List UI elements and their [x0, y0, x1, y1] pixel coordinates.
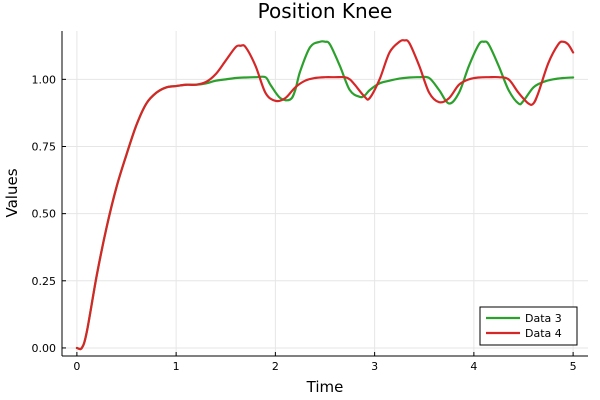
legend-box [479, 306, 578, 346]
chart-title: Position Knee [258, 0, 393, 23]
y-axis-label: Values [3, 168, 21, 217]
x-tick-label: 5 [570, 360, 577, 373]
y-tick-label: 1.00 [32, 73, 57, 86]
x-tick-label: 3 [371, 360, 378, 373]
axes-layer [61, 31, 588, 357]
legend-label-data-4: Data 4 [525, 327, 562, 340]
ticks-layer: 0 1 2 3 4 5 0.00 0.25 0.50 0.75 1.00 [32, 73, 577, 373]
series-layer [75, 39, 575, 351]
x-tick-label: 2 [272, 360, 279, 373]
x-axis-label: Time [306, 378, 344, 396]
y-tick-label: 0.50 [32, 208, 57, 221]
series-line-data-3 [75, 40, 575, 351]
x-tick-label: 4 [470, 360, 477, 373]
y-tick-label: 0.00 [32, 342, 57, 355]
y-tick-label: 0.75 [32, 140, 57, 153]
x-tick-label: 0 [73, 360, 80, 373]
y-tick-label: 0.25 [32, 275, 57, 288]
legend-label-data-3: Data 3 [525, 312, 562, 325]
series-line-data-4 [75, 39, 575, 351]
grid-layer [62, 31, 588, 356]
legend: Data 3 Data 4 [479, 306, 578, 346]
x-tick-label: 1 [173, 360, 180, 373]
